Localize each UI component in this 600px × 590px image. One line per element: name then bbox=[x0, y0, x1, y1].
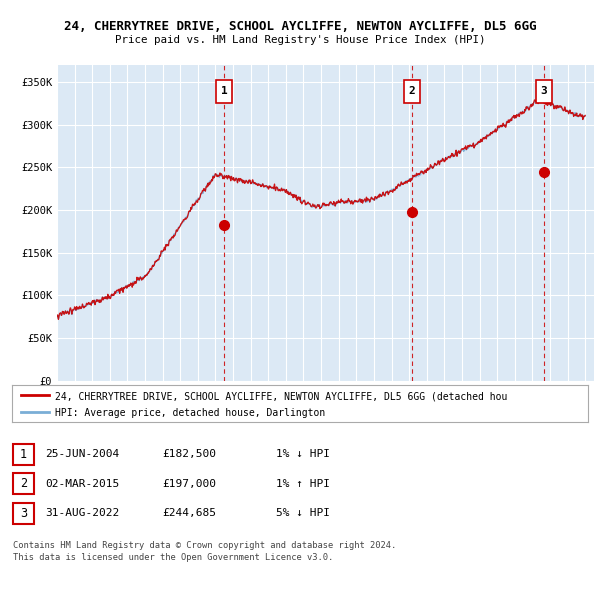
Text: £182,500: £182,500 bbox=[162, 450, 216, 459]
Text: HPI: Average price, detached house, Darlington: HPI: Average price, detached house, Darl… bbox=[55, 408, 325, 418]
Text: 1: 1 bbox=[20, 448, 27, 461]
Text: 1: 1 bbox=[221, 87, 227, 96]
Text: 1% ↑ HPI: 1% ↑ HPI bbox=[276, 479, 330, 489]
Text: 2: 2 bbox=[409, 87, 415, 96]
Text: 02-MAR-2015: 02-MAR-2015 bbox=[45, 479, 119, 489]
Text: 24, CHERRYTREE DRIVE, SCHOOL AYCLIFFE, NEWTON AYCLIFFE, DL5 6GG (detached hou: 24, CHERRYTREE DRIVE, SCHOOL AYCLIFFE, N… bbox=[55, 391, 508, 401]
Text: 1% ↓ HPI: 1% ↓ HPI bbox=[276, 450, 330, 459]
Text: 3: 3 bbox=[541, 87, 547, 96]
Text: £197,000: £197,000 bbox=[162, 479, 216, 489]
Text: 2: 2 bbox=[20, 477, 27, 490]
Text: Contains HM Land Registry data © Crown copyright and database right 2024.: Contains HM Land Registry data © Crown c… bbox=[13, 540, 397, 549]
Text: Price paid vs. HM Land Registry's House Price Index (HPI): Price paid vs. HM Land Registry's House … bbox=[115, 35, 485, 44]
Text: 24, CHERRYTREE DRIVE, SCHOOL AYCLIFFE, NEWTON AYCLIFFE, DL5 6GG: 24, CHERRYTREE DRIVE, SCHOOL AYCLIFFE, N… bbox=[64, 20, 536, 33]
Text: £244,685: £244,685 bbox=[162, 509, 216, 518]
Text: 25-JUN-2004: 25-JUN-2004 bbox=[45, 450, 119, 459]
Text: 3: 3 bbox=[20, 507, 27, 520]
Text: 5% ↓ HPI: 5% ↓ HPI bbox=[276, 509, 330, 518]
Text: 31-AUG-2022: 31-AUG-2022 bbox=[45, 509, 119, 518]
Text: This data is licensed under the Open Government Licence v3.0.: This data is licensed under the Open Gov… bbox=[13, 553, 334, 562]
